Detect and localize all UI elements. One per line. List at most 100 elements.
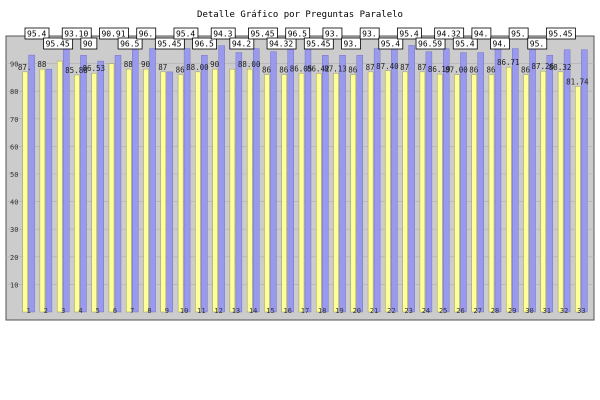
highlight-label: 95. — [511, 30, 525, 39]
highlight-label: 96.5 — [120, 40, 139, 49]
bar-series-a — [471, 74, 477, 313]
data-label: 86 — [262, 66, 272, 75]
data-label: 87. — [18, 63, 32, 72]
data-label: 85.88 — [65, 66, 88, 75]
bar-series-b — [356, 55, 364, 313]
bar-series-b — [408, 45, 415, 313]
bar-series-b — [442, 48, 450, 313]
highlight-label: 95. — [530, 40, 544, 49]
data-label: 87.13 — [324, 64, 347, 73]
y-tick-label: 40 — [10, 199, 18, 207]
bar-series-b — [80, 55, 87, 313]
x-tick-label: 24 — [422, 307, 430, 315]
data-label: 88.00 — [186, 63, 209, 72]
data-label: 86 — [176, 66, 186, 75]
bar-series-a — [195, 71, 201, 313]
bar-series-a — [488, 74, 495, 313]
bar-series-b — [149, 48, 156, 313]
x-axis-ticks: 1 2 3 4 5 6 7 8 9 10 11 12 13 14 15 16 17 18 19 20 21 22 23 24 2… — [27, 307, 586, 315]
data-label: 86 — [348, 66, 358, 75]
highlight-label-box — [43, 37, 74, 50]
data-label: 90 — [210, 60, 220, 69]
highlight-label: 94.2 — [232, 40, 251, 49]
x-tick-label: 6 — [113, 307, 117, 315]
highlight-label-box — [173, 27, 199, 40]
x-tick-label: 22 — [387, 307, 395, 315]
highlight-label-box — [452, 37, 478, 50]
highlight-label-box — [61, 27, 92, 40]
highlight-label: 95.4 — [27, 30, 46, 39]
highlight-label-box — [341, 37, 361, 50]
data-label: 86 — [279, 66, 289, 75]
bar-series-b — [477, 52, 484, 313]
bar-series-b — [546, 55, 554, 313]
highlight-label: 96. — [139, 30, 153, 39]
bar-series-b — [270, 51, 277, 313]
bar-series-a — [212, 68, 218, 313]
highlight-label-box — [229, 37, 255, 50]
x-tick-label: 16 — [284, 307, 292, 315]
data-label: 86.71 — [497, 58, 520, 67]
highlight-label: 95.4 — [381, 40, 400, 49]
highlight-label: 95.4 — [176, 30, 195, 39]
bar-series-a — [557, 71, 564, 313]
highlight-label-box — [210, 27, 236, 40]
x-tick-label: 27 — [474, 307, 482, 315]
x-tick-label: 9 — [165, 307, 169, 315]
highlight-label: 94. — [493, 40, 507, 49]
highlight-label: 95.4 — [455, 40, 474, 49]
y-tick-label: 60 — [10, 143, 18, 151]
highlight-label-box — [99, 27, 129, 40]
bar-series-a — [419, 71, 426, 313]
highlight-label-box — [527, 37, 548, 50]
bar-series-b — [304, 48, 312, 313]
data-label: 86.42 — [307, 64, 330, 73]
x-tick-label: 32 — [560, 307, 568, 315]
y-tick-label: 70 — [10, 116, 18, 124]
x-tick-label: 8 — [147, 307, 151, 315]
bar-series-b — [512, 48, 519, 313]
bar-series-b — [114, 55, 122, 313]
x-tick-label: 10 — [180, 307, 188, 315]
bar-series-b — [183, 48, 191, 313]
highlight-label-box — [117, 37, 143, 50]
x-tick-label: 21 — [370, 307, 378, 315]
bar-series-a — [56, 60, 63, 313]
bar-series-a — [523, 74, 529, 313]
bar-series-a — [74, 74, 80, 313]
x-tick-label: 7 — [130, 307, 134, 315]
highlight-label-box — [322, 27, 343, 40]
bar-series-a — [454, 74, 460, 313]
data-label: 81.74 — [566, 77, 589, 86]
highlight-label: 93. — [325, 30, 339, 39]
data-label: 88.32 — [549, 63, 572, 72]
bar-series-b — [45, 68, 53, 313]
data-label: 90 — [141, 60, 151, 69]
highlight-label-box — [378, 37, 404, 50]
data-label: 87 — [400, 63, 409, 72]
y-tick-label: 80 — [10, 88, 18, 96]
x-tick-label: 29 — [508, 307, 516, 315]
x-tick-label: 5 — [96, 307, 100, 315]
bar-series-a — [143, 68, 149, 313]
bar-series-a — [540, 70, 547, 313]
highlight-label: 96.59 — [418, 40, 442, 49]
bar-series-a — [506, 66, 512, 313]
x-tick-label: 20 — [353, 307, 361, 315]
bar-series-b — [201, 55, 208, 313]
bar-series-b — [218, 45, 225, 313]
x-tick-label: 28 — [491, 307, 499, 315]
data-label: 88 — [37, 60, 47, 69]
highlight-label: 94.3 — [213, 30, 232, 39]
y-tick-label: 90 — [10, 61, 18, 69]
data-label: 86.53 — [82, 64, 105, 73]
highlight-label-box — [285, 27, 311, 40]
bar-series-b — [373, 48, 381, 313]
highlight-label-box — [192, 37, 217, 50]
bar-series-a — [22, 71, 28, 313]
bar-series-a — [126, 68, 132, 313]
x-tick-label: 26 — [456, 307, 464, 315]
highlight-label-box — [136, 27, 157, 40]
x-tick-label: 31 — [543, 307, 551, 315]
bar-series-b — [322, 55, 329, 313]
